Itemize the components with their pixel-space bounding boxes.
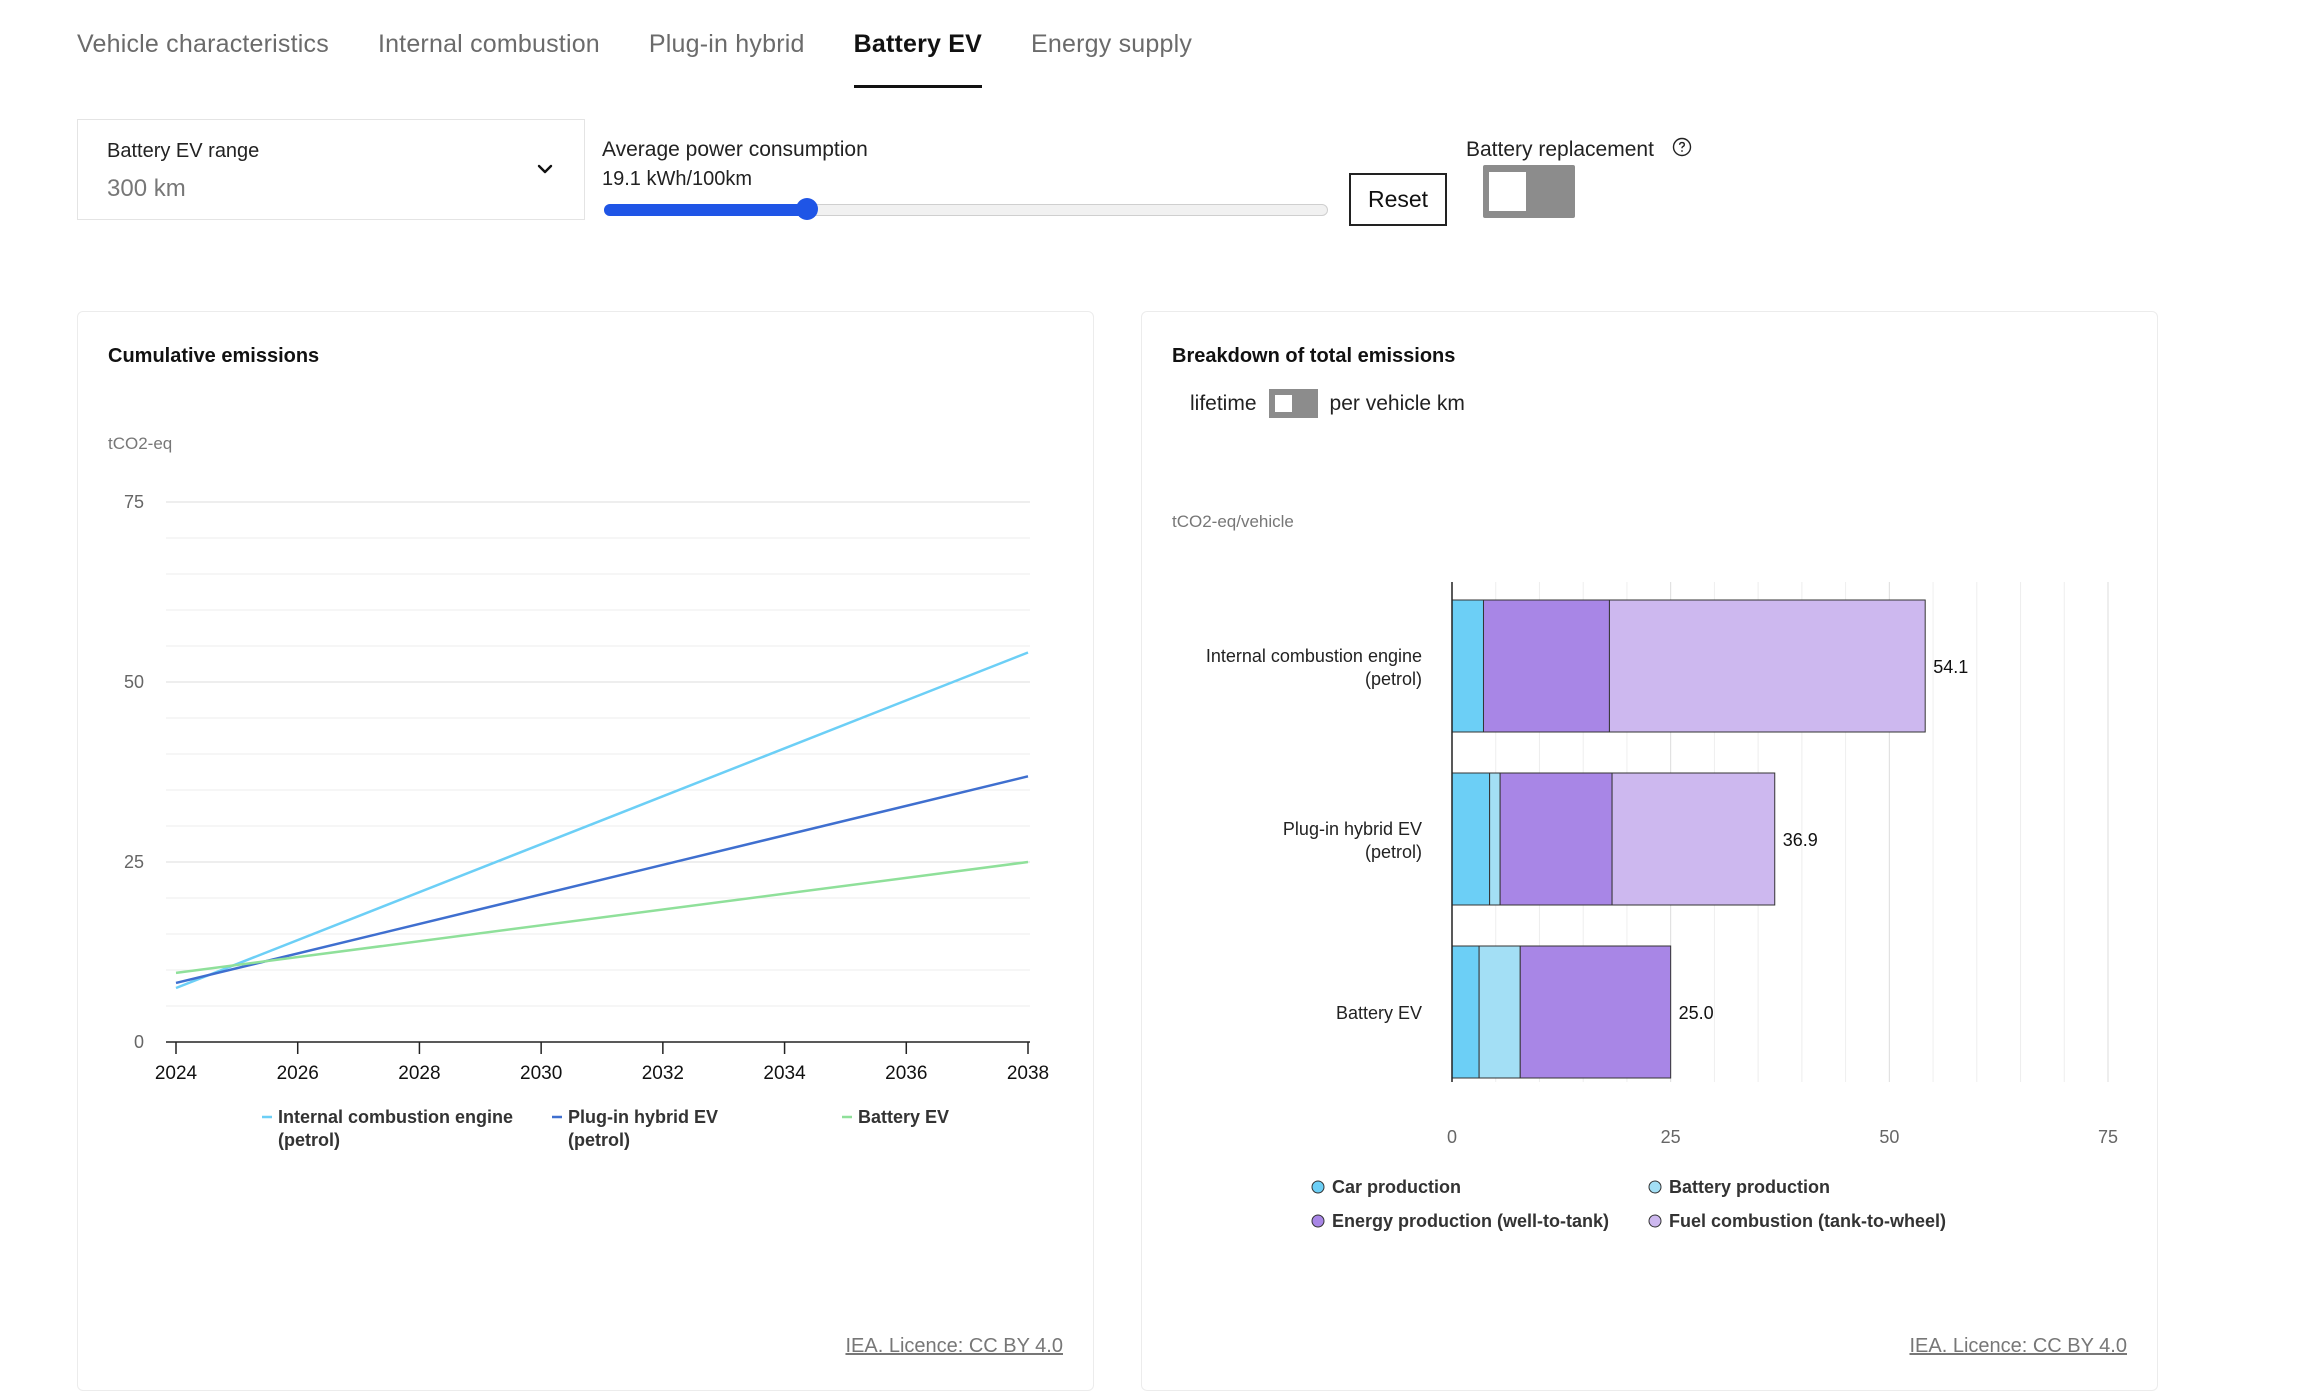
lifetime-toggle-row: lifetime per vehicle km xyxy=(1190,389,1465,418)
x-tick-label: 2036 xyxy=(885,1063,927,1084)
y-axis-unit: tCO2-eq/vehicle xyxy=(1172,512,1294,531)
y-tick-label: 75 xyxy=(124,492,144,512)
x-tick-label: 2026 xyxy=(277,1063,319,1084)
bar-segment xyxy=(1482,599,1610,733)
toggle-knob xyxy=(1489,172,1526,211)
legend-item: Fuel combustion (tank-to-wheel) xyxy=(1648,1211,1946,1231)
range-label: Battery EV range xyxy=(107,140,260,162)
breakdown-card: Breakdown of total emissions lifetime pe… xyxy=(1141,311,2158,1391)
chevron-down-icon xyxy=(537,164,553,174)
bar-segment xyxy=(1499,772,1613,906)
slider-thumb[interactable] xyxy=(795,198,818,220)
bar-total-label: 25.0 xyxy=(1679,1003,1714,1023)
bar-segment xyxy=(1489,772,1501,906)
bar-total-label: 54.1 xyxy=(1933,657,1968,677)
lifetime-per-km-toggle[interactable] xyxy=(1268,389,1318,418)
bar-segment xyxy=(1478,945,1521,1079)
battery-replacement-label: Battery replacement xyxy=(1466,138,1654,161)
bar-group: 36.9 Plug-in hybrid EV (petrol) xyxy=(1283,772,1818,906)
series-line xyxy=(175,860,1029,975)
legend-label: (petrol) xyxy=(568,1130,630,1150)
legend-item: Battery EV xyxy=(842,1107,949,1127)
legend-swatch xyxy=(1648,1180,1662,1194)
category-label: Battery EV xyxy=(1336,1003,1422,1023)
legend-swatch xyxy=(1311,1214,1325,1228)
x-tick-label: 25 xyxy=(1661,1127,1681,1147)
card-title: Cumulative emissions xyxy=(108,345,320,367)
tab-internal-combustion[interactable]: Internal combustion xyxy=(377,30,600,58)
toggle-left-label: lifetime xyxy=(1190,391,1257,415)
category-label: Plug-in hybrid EV xyxy=(1283,819,1422,839)
toggle-right-label: per vehicle km xyxy=(1329,391,1465,415)
x-tick-label: 2032 xyxy=(642,1063,684,1084)
y-tick-label: 50 xyxy=(124,672,144,692)
legend-label: Battery production xyxy=(1669,1177,1830,1197)
x-tick-label: 2028 xyxy=(398,1063,440,1084)
legend-label: Plug-in hybrid EV xyxy=(568,1107,718,1127)
legend-item: Energy production (well-to-tank) xyxy=(1311,1211,1609,1231)
bar-total-label: 36.9 xyxy=(1783,830,1818,850)
x-tick-label: 75 xyxy=(2098,1127,2118,1147)
y-axis-unit: tCO2-eq xyxy=(108,434,173,453)
battery-ev-range-select[interactable]: Battery EV range 300 km xyxy=(77,119,585,220)
legend-label: Energy production (well-to-tank) xyxy=(1332,1211,1609,1231)
bar-segment xyxy=(1451,772,1491,906)
category-label: (petrol) xyxy=(1365,669,1422,689)
range-value: 300 km xyxy=(107,175,186,202)
legend-swatch xyxy=(1311,1180,1325,1194)
x-tick-label: 0 xyxy=(1447,1127,1457,1147)
cumulative-emissions-chart: 0 25 50 75 2024 2026 2028 2030 2032 2034 2036 2038 I… xyxy=(124,492,1049,1150)
licence-link[interactable]: IEA. Licence: CC BY 4.0 xyxy=(845,1335,1063,1357)
tab-energy-supply[interactable]: Energy supply xyxy=(1031,30,1193,58)
battery-replacement-toggle[interactable] xyxy=(1483,165,1575,218)
category-label: Internal combustion engine xyxy=(1206,646,1422,666)
tab-plug-in-hybrid[interactable]: Plug-in hybrid xyxy=(648,30,805,58)
legend-label: Battery EV xyxy=(858,1107,949,1127)
x-tick-label: 50 xyxy=(1879,1127,1899,1147)
legend-label: Car production xyxy=(1332,1177,1461,1197)
series-line xyxy=(175,775,1029,985)
x-tick-label: 2034 xyxy=(763,1063,806,1084)
legend-label: (petrol) xyxy=(278,1130,340,1150)
bar-group: 25.0 Battery EV xyxy=(1336,945,1714,1079)
series-line xyxy=(175,651,1029,990)
category-label: (petrol) xyxy=(1365,842,1422,862)
legend-swatch xyxy=(1648,1214,1662,1228)
legend-item: Battery production xyxy=(1648,1177,1830,1197)
card-title: Breakdown of total emissions xyxy=(1172,345,1456,367)
tab-bar: Vehicle characteristics Internal combust… xyxy=(77,0,1241,90)
consumption-value: 19.1 kWh/100km xyxy=(602,168,753,190)
reset-button[interactable]: Reset xyxy=(1349,173,1447,226)
bar-segment xyxy=(1608,599,1926,733)
x-tick-label: 2030 xyxy=(520,1063,562,1084)
bar-group: 54.1 Internal combustion engine (petrol) xyxy=(1206,599,1968,733)
bar-segment xyxy=(1611,772,1776,906)
y-tick-label: 25 xyxy=(124,852,144,872)
consumption-slider[interactable] xyxy=(604,198,1328,220)
legend-item: Internal combustion engine (petrol) xyxy=(262,1107,513,1150)
consumption-label: Average power consumption xyxy=(602,138,868,161)
help-icon[interactable] xyxy=(1672,137,1692,157)
legend-item: Car production xyxy=(1311,1177,1461,1197)
tab-vehicle-characteristics[interactable]: Vehicle characteristics xyxy=(77,30,329,58)
x-tick-label: 2038 xyxy=(1007,1063,1049,1084)
bar-segment xyxy=(1451,945,1480,1079)
bar-segment xyxy=(1519,945,1672,1079)
breakdown-chart: 0 25 50 75 54.1 Internal combustion engine (pe… xyxy=(1206,582,2118,1231)
x-tick-label: 2024 xyxy=(155,1063,198,1084)
licence-link[interactable]: IEA. Licence: CC BY 4.0 xyxy=(1909,1335,2127,1357)
y-tick-label: 0 xyxy=(134,1032,144,1052)
legend-item: Plug-in hybrid EV (petrol) xyxy=(552,1107,718,1150)
legend-label: Fuel combustion (tank-to-wheel) xyxy=(1669,1211,1946,1231)
slider-fill xyxy=(604,204,807,216)
cumulative-emissions-card: Cumulative emissions tCO2-eq 0 25 50 75 2024… xyxy=(77,311,1094,1391)
bar-segment xyxy=(1451,599,1484,733)
tab-battery-ev[interactable]: Battery EV xyxy=(853,0,983,88)
legend-label: Internal combustion engine xyxy=(278,1107,513,1127)
